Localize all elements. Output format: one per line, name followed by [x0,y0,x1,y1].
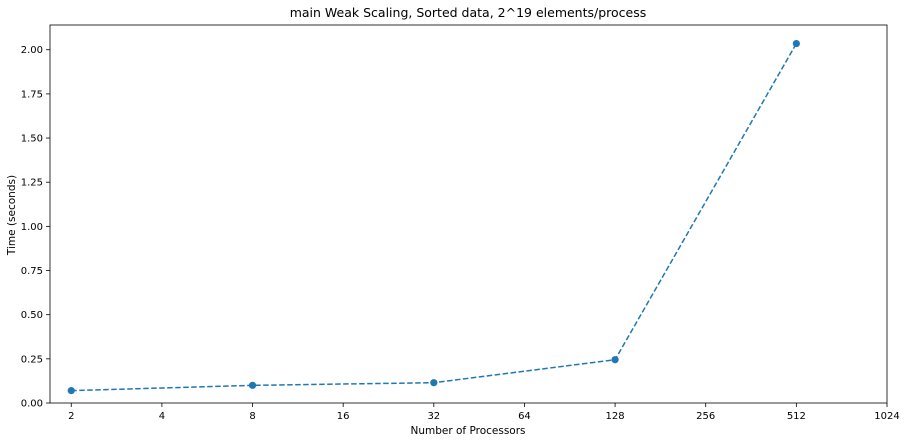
y-tick-label: 1.00 [21,222,43,233]
plot-series [67,39,800,395]
x-tick-label: 4 [159,411,165,422]
x-tick-label: 16 [337,411,350,422]
x-axis: 2 4 8 16 32 64 128 256 512 1024 [68,403,900,422]
y-tick-label: 1.25 [21,178,43,189]
y-tick-label: 0.75 [21,266,43,277]
x-tick-label: 512 [787,411,806,422]
y-tick-label: 0.25 [21,354,43,365]
x-tick-label: 8 [249,411,255,422]
x-tick-label: 32 [427,411,440,422]
x-axis-label: Number of Processors [410,425,525,437]
data-point [792,39,800,48]
y-axis-label: Time (seconds) [6,175,18,256]
plot-frame [49,24,888,404]
y-tick-label: 0.00 [21,399,43,410]
data-point [430,379,438,387]
chart-title: main Weak Scaling, Sorted data, 2^19 ele… [290,5,647,20]
data-point [611,356,619,364]
x-tick-label: 256 [696,411,715,422]
data-point [248,381,257,389]
y-tick-label: 1.50 [21,134,43,145]
y-tick-label: 1.75 [21,89,43,100]
x-tick-label: 64 [518,411,531,422]
y-tick-label: 0.50 [21,310,43,321]
x-tick-label: 128 [606,411,625,422]
data-point [67,387,75,395]
x-tick-label: 1024 [874,411,899,422]
x-tick-label: 2 [68,411,74,422]
y-axis: 0.00 0.25 0.50 0.75 1.00 1.25 1.50 1.75 2.00 [21,45,50,410]
y-tick-label: 2.00 [21,45,43,56]
